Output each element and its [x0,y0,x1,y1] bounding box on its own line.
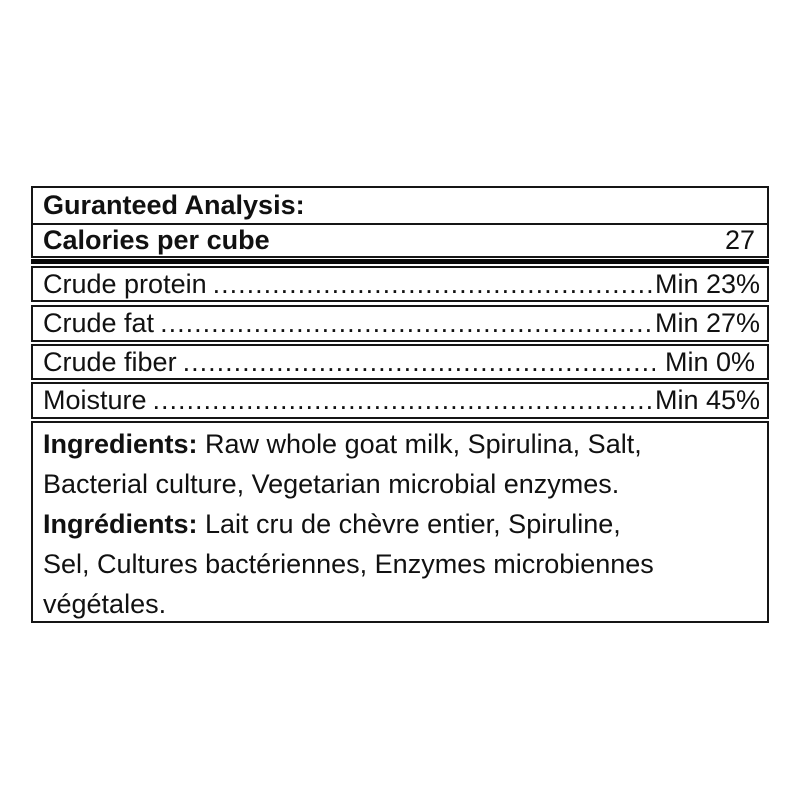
ingredients-cell: Ingredients: Raw whole goat milk, Spirul… [31,421,769,623]
guaranteed-analysis-table: Guranteed Analysis: Calories per cube 27… [31,186,769,623]
ingredients-fr-line-3: végétales. [43,589,167,619]
nutrient-label: Moisture [43,385,147,415]
analysis-row-moisture: Moisture ...............................… [31,382,769,419]
dot-leader: ........................................… [160,308,655,338]
ingredients-fr-line-1: Ingrédients: Lait cru de chèvre entier, … [43,504,755,544]
analysis-row-crude-fiber: Crude fiber ............................… [31,344,769,380]
analysis-row-crude-fat: Crude fat ..............................… [31,305,769,342]
calories-value: 27 [724,225,755,255]
dot-leader: ........................................… [152,385,655,415]
ingredients-en-text: Raw whole goat milk, Spirulina, Salt, [197,429,642,459]
dot-leader: ........................................… [182,346,655,377]
header-separator-bar [31,259,769,264]
ingredients-en-label: Ingredients: [43,429,198,459]
analysis-header-title: Guranteed Analysis: [43,190,305,220]
nutrient-label: Crude fat [43,308,155,338]
ingredients-en-line-1: Ingredients: Raw whole goat milk, Spirul… [43,424,755,464]
ingredients-fr-text: Lait cru de chèvre entier, Spiruline, [197,509,621,539]
ingredients-fr-label: Ingrédients: [43,509,198,539]
calories-label: Calories per cube [43,225,270,255]
ingredients-en-line-2: Bacterial culture, Vegetarian microbial … [43,469,620,499]
dot-leader: ........................................… [212,268,655,299]
nutrient-value: Min 27% [655,308,761,338]
nutrient-label: Crude protein [43,268,207,299]
ingredients-fr-line-2: Sel, Cultures bactériennes, Enzymes micr… [43,549,654,579]
nutrient-value: Min 23% [655,268,761,299]
calories-row: Calories per cube 27 [31,223,769,258]
analysis-header-row: Guranteed Analysis: [31,186,769,225]
nutrient-value: Min 45% [655,385,761,415]
analysis-row-crude-protein: Crude protein ..........................… [31,266,769,302]
nutrient-value: Min 0% [664,346,755,377]
nutrient-label: Crude fiber [43,346,177,377]
